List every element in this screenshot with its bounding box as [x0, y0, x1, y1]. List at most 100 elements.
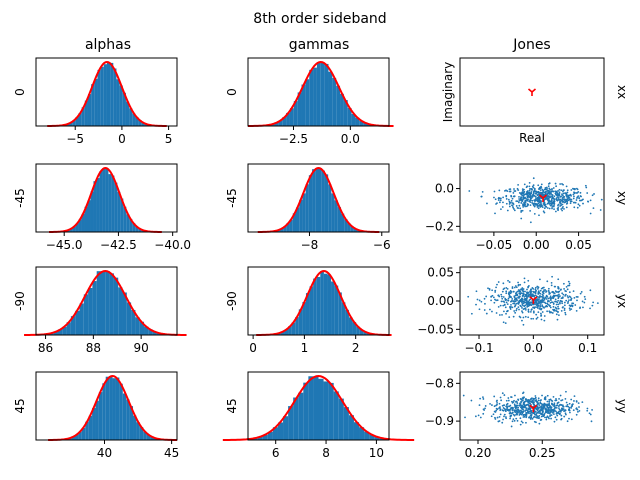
histogram-bar [359, 427, 365, 440]
scatter-point [514, 304, 517, 307]
scatter-point [543, 207, 546, 210]
scatter-point [524, 308, 527, 311]
scatter-point [591, 409, 593, 411]
panel-jones-xy: −0.2 0.0 xy −0.05 0.00 0.05 [425, 163, 629, 252]
scatter-point [566, 302, 569, 304]
x-tick-label: 0 [249, 341, 257, 355]
scatter-point [521, 294, 524, 297]
scatter-point [586, 409, 589, 412]
histogram-bar [78, 431, 82, 440]
scatter-point [497, 281, 500, 283]
scatter-point [549, 296, 552, 299]
scatter-point [538, 201, 541, 204]
scatter-point [517, 189, 520, 191]
scatter-point [567, 300, 570, 303]
scatter-point [563, 309, 566, 311]
scatter-point [556, 301, 559, 304]
scatter-point [564, 192, 567, 194]
x-tick-label: 88 [86, 341, 101, 355]
scatter-point [526, 399, 529, 402]
scatter-point [541, 304, 544, 307]
scatter-point [553, 204, 556, 206]
scatter-point [505, 194, 508, 197]
scatter-point [493, 405, 496, 408]
scatter-point [511, 400, 513, 403]
scatter-point [535, 197, 537, 200]
scatter-point [553, 413, 555, 416]
scatter-point [539, 295, 541, 297]
scatter-point [509, 292, 512, 295]
histogram-bar [102, 168, 106, 232]
scatter-point [577, 402, 580, 405]
scatter-point [506, 309, 509, 312]
scatter-point [536, 194, 539, 196]
scatter-point [584, 184, 587, 187]
scatter-point [523, 201, 525, 204]
scatter-point [555, 307, 558, 310]
x-tick-label: 10 [369, 446, 384, 460]
row-label: 0 [225, 88, 239, 96]
scatter-point [570, 195, 572, 197]
scatter-point [484, 405, 487, 407]
scatter-point [548, 292, 551, 295]
scatter-point [560, 310, 563, 312]
scatter-point [557, 297, 560, 300]
scatter-point [500, 295, 503, 298]
scatter-point [508, 200, 511, 203]
histogram-bar [66, 322, 71, 335]
scatter-point [556, 294, 559, 297]
scatter-point [500, 208, 502, 211]
scatter-point [524, 193, 526, 196]
scatter-point [482, 408, 485, 411]
scatter-point [511, 420, 514, 423]
x-tick-label: 0.25 [529, 446, 556, 460]
scatter-point [588, 412, 591, 415]
axes-frame [247, 371, 390, 441]
scatter-point [480, 300, 483, 303]
scatter-point [532, 287, 535, 290]
scatter-point [521, 399, 523, 402]
scatter-point [520, 401, 522, 404]
histogram-bar [309, 286, 314, 335]
scatter-point [493, 196, 495, 199]
x-tick-label: −45.0 [46, 238, 83, 252]
scatter-point [525, 400, 527, 403]
scatter-point [549, 306, 552, 309]
scatter-point [563, 415, 566, 418]
histogram-bar [283, 226, 287, 232]
scatter-point [511, 202, 514, 204]
scatter-point [539, 401, 542, 404]
scatter-point [476, 298, 479, 301]
scatter-point [507, 279, 509, 282]
scatter-point [511, 287, 514, 289]
scatter-point [561, 408, 564, 411]
histogram-bar [70, 316, 76, 335]
scatter-point [559, 302, 561, 305]
scatter-point [554, 298, 557, 301]
scatter-point [554, 300, 556, 303]
scatter-point [552, 295, 555, 298]
scatter-point [576, 191, 579, 194]
scatter-point [548, 398, 551, 401]
scatter-point [557, 314, 560, 316]
jones-row-label: yx [615, 294, 629, 308]
scatter-point [557, 287, 560, 290]
scatter-point [545, 298, 548, 300]
scatter-point [563, 288, 565, 290]
scatter-point [570, 200, 573, 203]
scatter-point [519, 417, 522, 420]
row-label: -90 [13, 291, 27, 311]
scatter-point [553, 208, 555, 211]
scatter-point [554, 210, 557, 213]
scatter-point [583, 301, 586, 304]
scatter-point [529, 187, 531, 190]
histogram-bar [116, 79, 120, 126]
histogram-bar [318, 168, 322, 232]
scatter-point [548, 198, 550, 201]
scatter-point [522, 302, 525, 305]
scatter-point [554, 399, 557, 402]
scatter-point [535, 411, 537, 413]
scatter-point [541, 188, 544, 191]
scatter-point [563, 301, 566, 304]
histogram-bar [114, 182, 118, 232]
